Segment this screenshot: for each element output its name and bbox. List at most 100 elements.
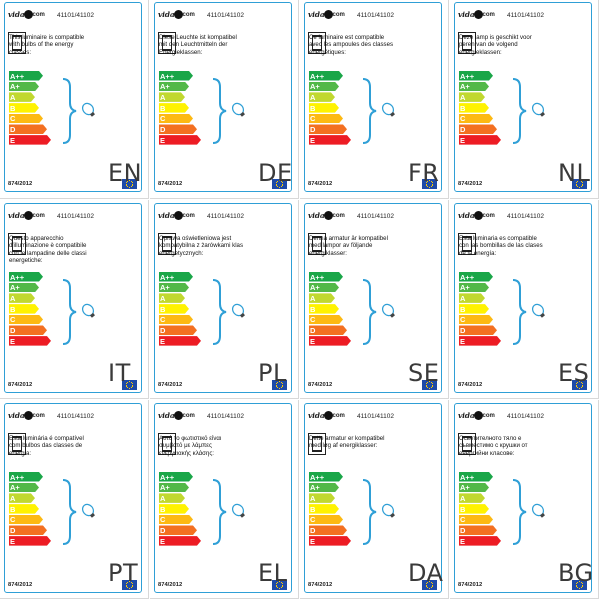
energy-class-label: A — [460, 293, 466, 303]
energy-class-row: A+ — [459, 283, 499, 293]
energy-class-row: A++ — [159, 472, 199, 482]
language-code: SE — [408, 359, 440, 387]
label-cell-en: vida com 41101/41102 This luminaire is comp… — [0, 0, 149, 199]
energy-class-label: C — [460, 114, 466, 124]
regulation-number: 874/2012 — [308, 382, 333, 388]
bulb-bracket-icon — [62, 78, 95, 144]
eu-flag-icon — [272, 380, 287, 390]
logo-badge-icon — [23, 10, 33, 19]
energy-class-label: C — [160, 114, 166, 124]
energy-class-label: A+ — [460, 283, 470, 293]
energy-class-scale: A++ A+ A B C D E — [309, 272, 349, 347]
energy-class-row: B — [159, 103, 199, 113]
bulb-bracket-icon — [362, 479, 395, 545]
energy-class-bar — [459, 71, 493, 81]
energy-class-label: E — [160, 536, 166, 546]
energy-class-bar — [309, 71, 343, 81]
energy-class-row: D — [309, 124, 349, 134]
energy-class-bar — [159, 304, 189, 314]
energy-class-row: A+ — [459, 483, 499, 493]
logo-badge-icon — [173, 211, 183, 220]
energy-class-label: A++ — [10, 272, 25, 282]
energy-class-row: A — [159, 293, 199, 303]
energy-class-scale: A++ A+ A B C D E — [9, 472, 49, 547]
logo-text: vida — [458, 411, 475, 420]
energy-class-bar — [159, 92, 185, 102]
luminaire-icon — [458, 32, 476, 54]
energy-class-bar — [9, 124, 47, 134]
energy-class-bar — [159, 315, 193, 325]
energy-class-bar — [9, 483, 39, 493]
energy-class-label: C — [460, 315, 466, 325]
logo-suffix: com — [482, 412, 495, 419]
regulation-number: 874/2012 — [308, 181, 333, 187]
vida-logo: vida com — [8, 9, 46, 20]
logo-text: vida — [458, 10, 475, 19]
language-code: PL — [258, 359, 287, 387]
vida-logo: vida com — [458, 410, 496, 421]
energy-class-scale: A++ A+ A B C D E — [309, 71, 349, 146]
logo-text: vida — [308, 411, 325, 420]
energy-class-row: B — [9, 304, 49, 314]
label-cell-bg: vida com 41101/41102 Осветителното тяло е с… — [450, 400, 599, 599]
language-code: FR — [408, 159, 440, 187]
language-code: IT — [108, 359, 131, 387]
product-code: 41101/41102 — [57, 12, 94, 19]
energy-class-row: D — [459, 325, 499, 335]
eu-flag-icon — [122, 580, 137, 590]
energy-class-bar — [459, 472, 493, 482]
energy-label-card: vida com 41101/41102 Esta luminaria es comp… — [454, 203, 592, 393]
energy-class-row: A+ — [309, 483, 349, 493]
logo-text: vida — [158, 411, 175, 420]
energy-class-label: E — [160, 135, 166, 145]
logo-badge-icon — [473, 211, 483, 220]
energy-class-row: A++ — [9, 272, 49, 282]
energy-class-row: E — [459, 536, 499, 546]
energy-class-label: A — [10, 92, 16, 102]
compatibility-text: This luminaire is compatible with bulbs … — [9, 34, 85, 56]
energy-class-bar — [309, 493, 335, 503]
energy-class-scale: A++ A+ A B C D E — [159, 272, 199, 347]
regulation-number: 874/2012 — [8, 181, 33, 187]
regulation-number: 874/2012 — [458, 582, 483, 588]
compatibility-text: Questo apparecchio d'illuminazione è com… — [9, 235, 87, 265]
energy-class-label: A+ — [160, 483, 170, 493]
energy-class-row: E — [309, 336, 349, 346]
energy-class-bar — [459, 124, 497, 134]
compatibility-text: Dette armatur er kompatibel med løg af e… — [309, 435, 385, 450]
energy-class-label: E — [10, 135, 16, 145]
energy-class-bar — [459, 325, 497, 335]
energy-class-row: A+ — [159, 82, 199, 92]
eu-flag-icon — [122, 179, 137, 189]
bulb-bracket-icon — [512, 78, 545, 144]
energy-class-label: A+ — [160, 283, 170, 293]
logo-badge-icon — [173, 10, 183, 19]
energy-class-row: B — [159, 304, 199, 314]
energy-class-bar — [459, 103, 489, 113]
energy-class-label: A++ — [460, 272, 475, 282]
energy-class-label: D — [310, 124, 316, 134]
energy-class-row: B — [459, 504, 499, 514]
energy-class-label: B — [10, 304, 16, 314]
energy-class-label: A++ — [160, 71, 175, 81]
energy-class-label: C — [310, 315, 316, 325]
logo-text: vida — [8, 411, 25, 420]
energy-class-label: B — [160, 103, 166, 113]
energy-class-label: D — [460, 325, 466, 335]
energy-class-bar — [9, 315, 43, 325]
regulation-number: 874/2012 — [458, 382, 483, 388]
energy-class-bar — [9, 92, 35, 102]
energy-class-row: E — [459, 135, 499, 145]
energy-class-row: B — [309, 304, 349, 314]
logo-badge-icon — [323, 10, 333, 19]
energy-class-row: B — [9, 504, 49, 514]
energy-class-label: B — [10, 103, 16, 113]
luminaire-icon — [158, 233, 176, 255]
energy-class-label: E — [310, 336, 316, 346]
luminaire-icon — [308, 32, 326, 54]
bulb-bracket-icon — [62, 479, 95, 545]
label-cell-pl: vida com 41101/41102 Oprawa oświetleniowa j… — [150, 200, 299, 399]
compatibility-text: Осветителното тяло е съвместимо с крушки… — [459, 435, 528, 457]
energy-class-bar — [9, 515, 43, 525]
energy-class-label: A+ — [310, 483, 320, 493]
